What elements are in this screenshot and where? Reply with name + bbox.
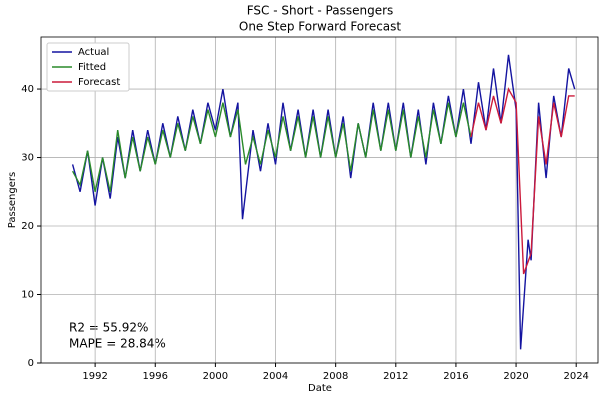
y-tick-label: 0	[28, 358, 34, 369]
annotation: R2 = 55.92%	[69, 321, 148, 335]
series-line	[71, 54, 576, 350]
series-line	[71, 102, 472, 192]
chart-title: FSC - Short - Passengers	[247, 4, 394, 18]
legend-label: Actual	[78, 47, 109, 58]
y-tick-label: 30	[21, 153, 34, 164]
legend-label: Fitted	[78, 62, 106, 73]
y-tick-label: 20	[21, 221, 34, 232]
annotation: MAPE = 28.84%	[69, 337, 166, 351]
x-tick-label: 1992	[82, 371, 107, 382]
x-axis-label: Date	[308, 383, 332, 394]
series-line	[470, 87, 575, 275]
legend-label: Forecast	[78, 77, 120, 88]
x-tick-label: 2008	[323, 371, 348, 382]
y-tick-label: 10	[21, 290, 34, 301]
chart-subtitle: One Step Forward Forecast	[239, 20, 402, 34]
x-tick-label: 2016	[443, 371, 468, 382]
x-tick-label: 2020	[503, 371, 528, 382]
x-tick-label: 2024	[563, 371, 588, 382]
x-tick-label: 2012	[383, 371, 408, 382]
y-tick-label: 40	[21, 84, 34, 95]
x-tick-label: 1996	[143, 371, 168, 382]
plot-frame	[40, 36, 599, 364]
y-axis-label: Passengers	[7, 172, 18, 228]
x-tick-label: 2004	[263, 371, 288, 382]
legend-box	[46, 42, 130, 92]
x-tick-label: 2000	[203, 371, 228, 382]
